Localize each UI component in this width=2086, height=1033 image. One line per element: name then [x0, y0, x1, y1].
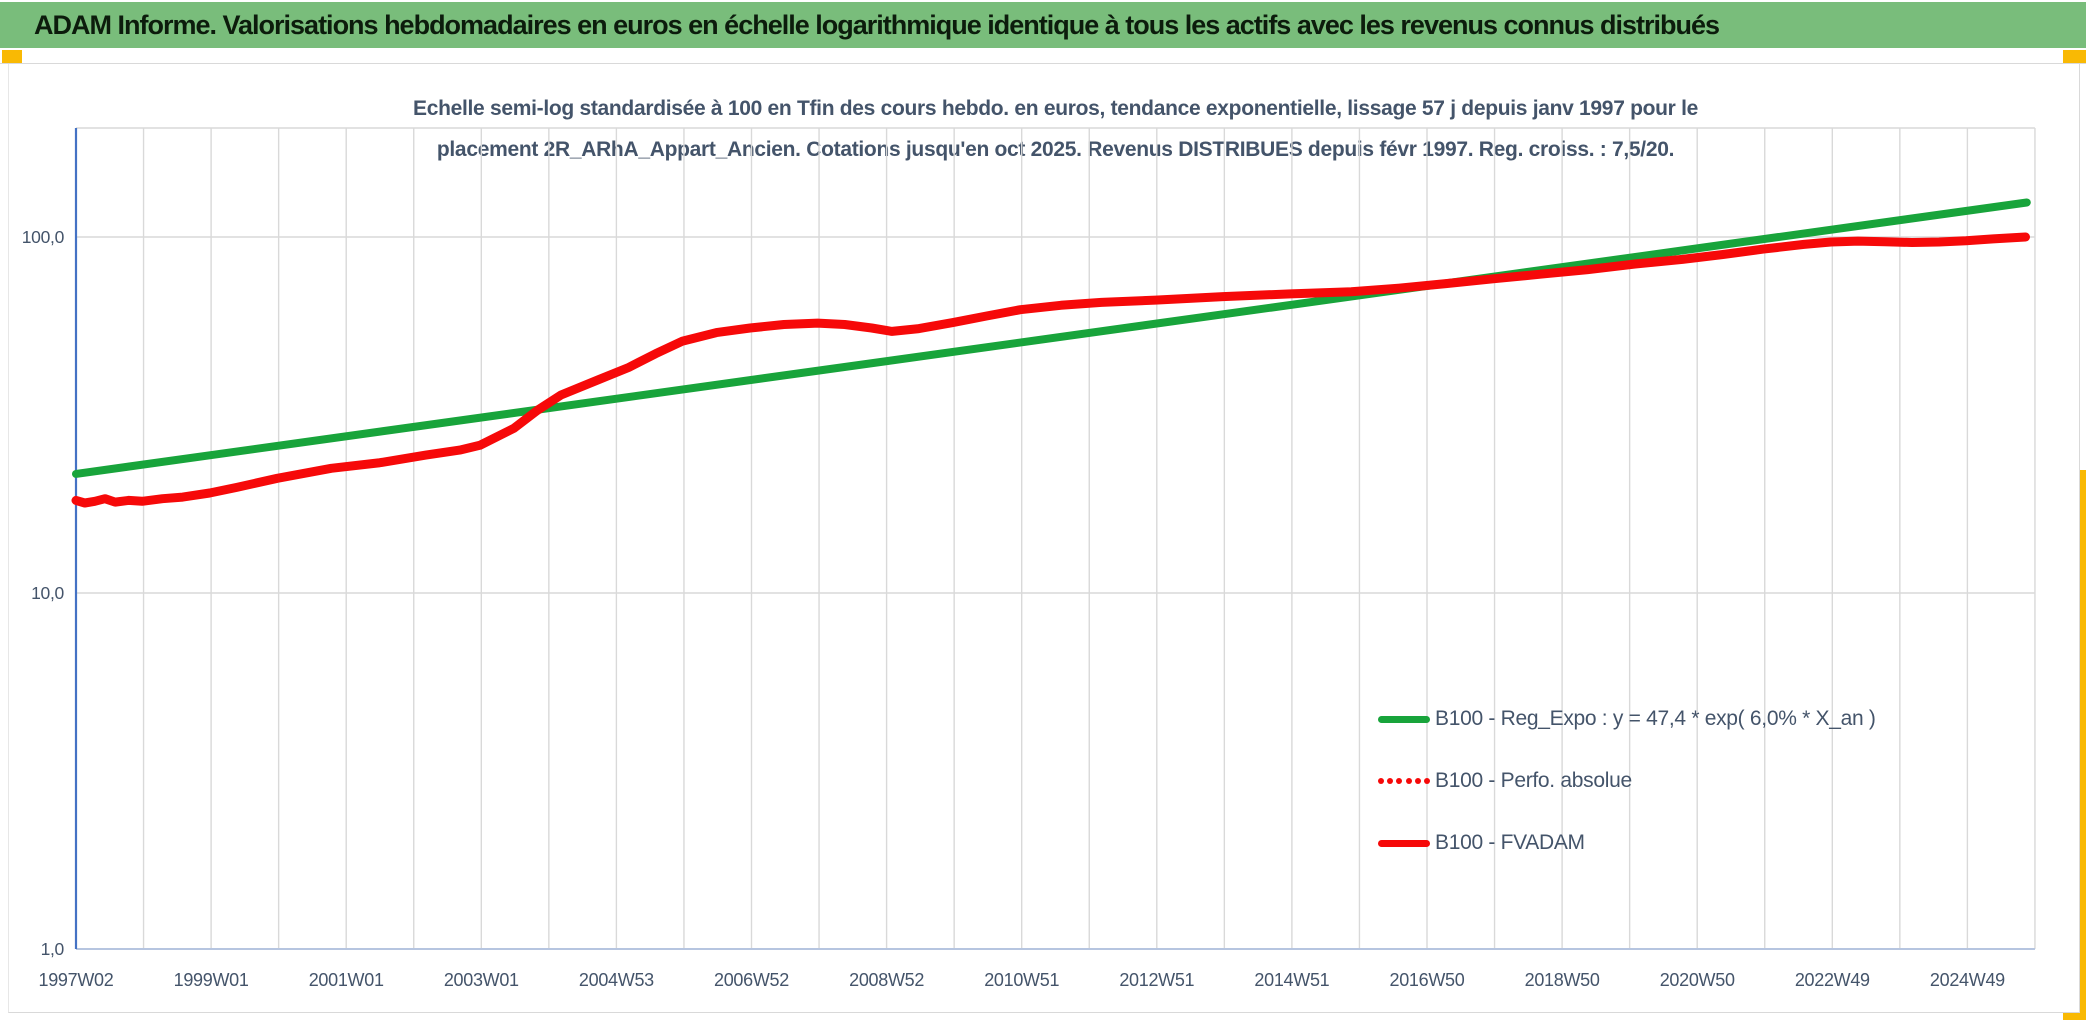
x-tick-label: 2006W52 [714, 970, 789, 990]
page-title: ADAM Informe. Valorisations hebdomadaire… [34, 9, 1720, 40]
x-tick-label: 1997W02 [38, 970, 114, 990]
chart-title-line2: placement 2R_ARhA_Appart_Ancien. Cotatio… [436, 138, 1675, 161]
legend-line-swatch [1378, 715, 1430, 723]
x-tick-label: 2004W53 [578, 970, 654, 990]
legend-label: B100 - FVADAM [1435, 831, 1585, 854]
x-tick-label: 2008W52 [849, 970, 925, 990]
legend-sample-red-line [1378, 839, 1430, 847]
legend-line-swatch [1378, 839, 1430, 847]
chart-frame[interactable] [8, 64, 2080, 1013]
legend-sample-green-line [1378, 715, 1430, 723]
legend-item-reg-expo[interactable]: B100 - Reg_Expo : y = 47,4 * exp( 6,0% *… [1378, 688, 1876, 750]
x-tick-label: 2024W49 [1929, 970, 2005, 990]
sheet-row-divider [0, 63, 2086, 64]
series-fvadam [71, 232, 2030, 508]
accent-top-right [2063, 50, 2086, 63]
legend-dotted-swatch [1378, 778, 1430, 784]
chart-title: Echelle semi-log standardisée à 100 en T… [76, 88, 2035, 170]
x-tick-label: 2022W49 [1794, 970, 1870, 990]
accent-right-strip [2076, 470, 2086, 970]
x-tick-label: 2014W51 [1254, 970, 1330, 990]
x-tick-label: 2020W50 [1659, 970, 1735, 990]
x-tick-label: 2003W01 [443, 970, 519, 990]
legend-sample-red-dotted [1378, 778, 1430, 784]
x-tick-label: 2010W51 [984, 970, 1060, 990]
header-bar: ADAM Informe. Valorisations hebdomadaire… [0, 2, 2086, 48]
legend-item-fvadam[interactable]: B100 - FVADAM [1378, 812, 1876, 874]
x-tick-label: 2012W51 [1119, 970, 1195, 990]
x-tick-label: 2001W01 [308, 970, 384, 990]
x-tick-label: 2016W50 [1389, 970, 1465, 990]
x-tick-label: 2018W50 [1524, 970, 1600, 990]
chart-title-line1: Echelle semi-log standardisée à 100 en T… [412, 97, 1699, 120]
x-tick-label: 1999W01 [173, 970, 249, 990]
legend: B100 - Reg_Expo : y = 47,4 * exp( 6,0% *… [1378, 688, 1876, 874]
y-tick-label: 100,0 [21, 227, 65, 247]
legend-item-perfo-absolue[interactable]: B100 - Perfo. absolue [1378, 750, 1876, 812]
accent-top-left [2, 50, 22, 63]
y-tick-label: 10,0 [31, 583, 64, 603]
legend-label: B100 - Reg_Expo : y = 47,4 * exp( 6,0% *… [1435, 707, 1876, 730]
y-tick-label: 1,0 [40, 939, 65, 959]
series-reg-expo [72, 198, 2031, 478]
legend-label: B100 - Perfo. absolue [1435, 769, 1632, 792]
